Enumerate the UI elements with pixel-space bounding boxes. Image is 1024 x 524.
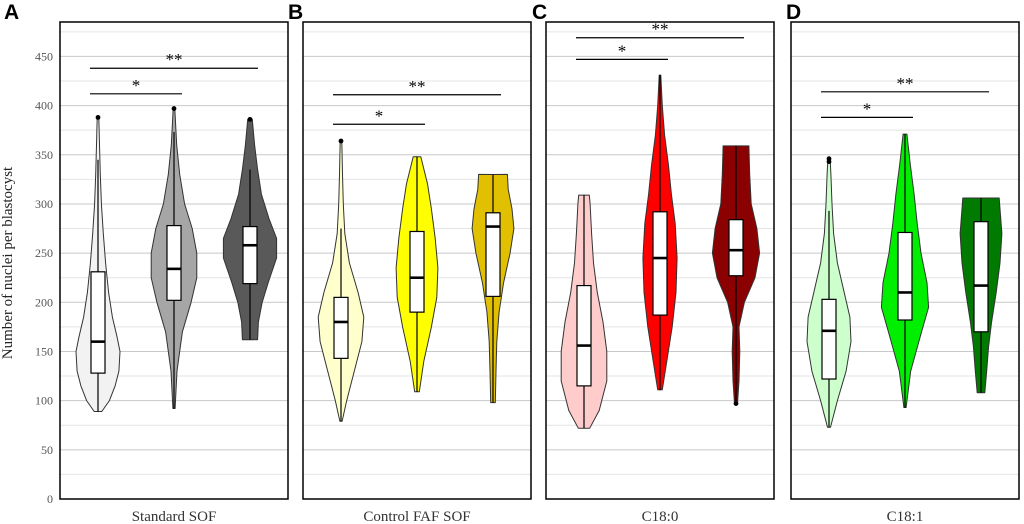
significance-label: ** <box>897 74 914 93</box>
outlier-point <box>338 138 344 144</box>
y-tick-label: 150 <box>35 344 53 358</box>
y-tick-label: 400 <box>35 99 53 113</box>
y-tick-label: 100 <box>35 394 53 408</box>
panel-frame <box>59 21 289 500</box>
y-tick-label: 0 <box>47 492 53 506</box>
iqr-box <box>728 219 744 277</box>
iqr-box <box>409 230 425 313</box>
significance-label: * <box>375 106 384 125</box>
iqr-box <box>242 225 258 285</box>
x-axis-label: Standard SOF <box>132 509 217 524</box>
iqr-box <box>576 284 592 387</box>
x-axis-label: Control FAF SOF <box>363 509 470 524</box>
significance-label: ** <box>409 77 426 96</box>
panel-a: A***Standard SOF <box>4 1 289 524</box>
panel-d: D***C18:1 <box>786 1 1020 524</box>
y-tick-label: 300 <box>35 197 53 211</box>
panel-letter: D <box>786 1 801 24</box>
significance-label: * <box>618 41 627 60</box>
iqr-box <box>485 212 501 297</box>
x-axis-label: C18:1 <box>887 509 924 524</box>
iqr-box <box>897 231 913 321</box>
significance-label: * <box>132 76 141 95</box>
panel-c: C***C18:0 <box>532 1 775 524</box>
outlier-point <box>171 106 177 111</box>
iqr-box <box>973 221 989 333</box>
outlier-point <box>733 401 739 406</box>
y-axis-label: Number of nuclei per blastocyst <box>0 166 16 359</box>
iqr-box <box>90 271 106 374</box>
iqr-box <box>333 296 349 359</box>
y-tick-label: 450 <box>35 49 53 63</box>
y-tick-label: 250 <box>35 246 53 260</box>
outlier-point <box>95 115 101 120</box>
outlier-point <box>247 116 253 122</box>
y-tick-label: 50 <box>41 443 53 457</box>
panel-letter: A <box>4 1 19 24</box>
panel-letter: C <box>532 1 547 24</box>
significance-label: ** <box>166 50 183 69</box>
significance-label: ** <box>652 20 669 39</box>
iqr-box <box>652 211 668 316</box>
panel-frame <box>545 21 775 500</box>
y-tick-label: 200 <box>35 295 53 309</box>
y-tick-label: 350 <box>35 148 53 162</box>
significance-label: * <box>863 99 872 118</box>
iqr-box <box>166 224 182 301</box>
outlier-point <box>826 156 832 162</box>
x-axis-label: C18:0 <box>642 509 679 524</box>
y-axis-ticks: 0 50 100 150 200 250 300 350 400 450 <box>35 49 53 506</box>
panel-frame <box>790 21 1020 500</box>
panel-b: B***Control FAF SOF <box>288 1 532 524</box>
panel-letter: B <box>288 1 303 24</box>
panel-frame <box>302 21 532 500</box>
iqr-box <box>821 298 837 380</box>
